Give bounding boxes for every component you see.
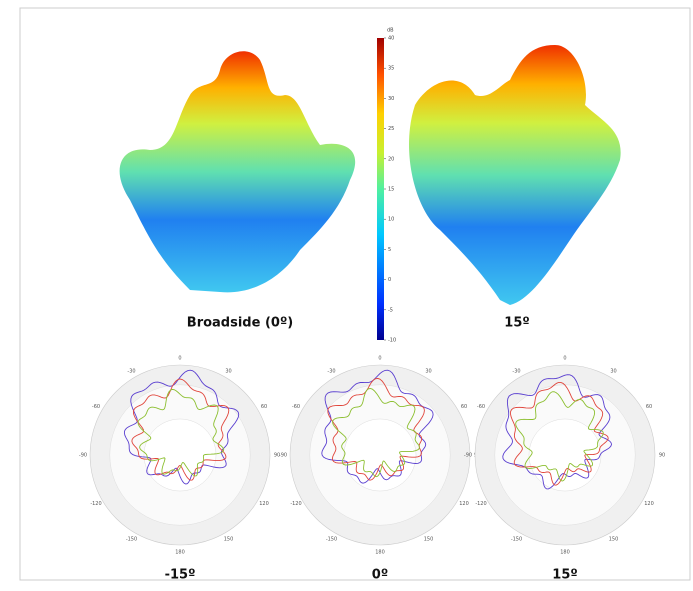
colorbar-tick-label: 40 xyxy=(388,36,394,42)
polar-angle-label: -30 xyxy=(127,368,135,374)
polar-angle-label: 30 xyxy=(425,368,431,374)
polar-trace xyxy=(131,378,230,481)
polar-ring xyxy=(343,418,417,492)
polar-trace xyxy=(327,377,425,481)
frame xyxy=(19,7,691,581)
pattern-3d-broadside xyxy=(119,51,356,293)
polar-label: 0º xyxy=(372,568,388,583)
polar-angle-label: -90 xyxy=(79,453,87,459)
colorbar-tick-label: 10 xyxy=(388,217,394,223)
polar-angle-label: -90 xyxy=(464,453,472,459)
polar-angle-label: 150 xyxy=(424,537,434,543)
polar-angle-label: -120 xyxy=(475,501,486,507)
polar-angle-label: 180 xyxy=(175,550,185,556)
polar-angle-label: 60 xyxy=(261,404,267,410)
polar-angle-label: -120 xyxy=(90,501,101,507)
colorbar-tick-label: 30 xyxy=(388,96,394,102)
polar-angle-label: 0 xyxy=(178,356,181,362)
polar-trace xyxy=(515,391,604,482)
colorbar-unit: dB xyxy=(387,28,394,34)
polar-angle-label: -120 xyxy=(290,501,301,507)
polar-angle-label: -90 xyxy=(279,453,287,459)
polar-angle-label: -150 xyxy=(511,537,522,543)
polar-angle-label: -150 xyxy=(326,537,337,543)
polar-angle-label: 90 xyxy=(274,453,280,459)
polar-angle-label: -60 xyxy=(477,404,485,410)
polar-trace xyxy=(502,374,612,490)
polar-angle-label: -30 xyxy=(327,368,335,374)
polar-angle-label: 0 xyxy=(378,356,381,362)
polar-label: -15º xyxy=(165,568,196,583)
polar-angle-label: -30 xyxy=(512,368,520,374)
colorbar-tick-label: 20 xyxy=(388,156,394,162)
polar-angle-label: -150 xyxy=(126,537,137,543)
polar-angle-label: 30 xyxy=(225,368,231,374)
pattern-label: Broadside (0º) xyxy=(187,316,293,331)
polar-angle-label: 60 xyxy=(461,404,467,410)
polar-angle-label: 120 xyxy=(459,501,469,507)
polar-trace xyxy=(332,388,420,478)
polar-label: 15º xyxy=(552,568,577,583)
polar-trace xyxy=(510,381,609,486)
polar-angle-label: 30 xyxy=(610,368,616,374)
pattern-3d-15deg xyxy=(409,45,621,305)
colorbar-tick-label: -10 xyxy=(388,338,396,344)
polar-angle-label: 90 xyxy=(659,453,665,459)
colorbar-tick-label: 15 xyxy=(388,187,394,193)
polar-angle-label: -60 xyxy=(92,404,100,410)
colorbar-tick-label: 0 xyxy=(388,277,391,283)
polar-angle-label: 150 xyxy=(224,537,234,543)
polar-trace xyxy=(123,369,240,485)
colorbar xyxy=(377,38,384,340)
pattern-label: 15º xyxy=(504,316,529,331)
colorbar-tick-label: 35 xyxy=(388,66,394,72)
colorbar-tick-label: 25 xyxy=(388,126,394,132)
polar-ring xyxy=(528,418,602,492)
polar-angle-label: 0 xyxy=(563,356,566,362)
polar-angle-label: 120 xyxy=(644,501,654,507)
polar-angle-label: 150 xyxy=(609,537,619,543)
polar-angle-label: 60 xyxy=(646,404,652,410)
polar-angle-label: -60 xyxy=(292,404,300,410)
polar-angle-label: 120 xyxy=(259,501,269,507)
colorbar-tick-label: 5 xyxy=(388,247,391,253)
polar-angle-label: 180 xyxy=(375,550,385,556)
polar-trace xyxy=(137,388,225,477)
polar-angle-label: 180 xyxy=(560,550,570,556)
colorbar-tick-label: -5 xyxy=(388,307,393,313)
